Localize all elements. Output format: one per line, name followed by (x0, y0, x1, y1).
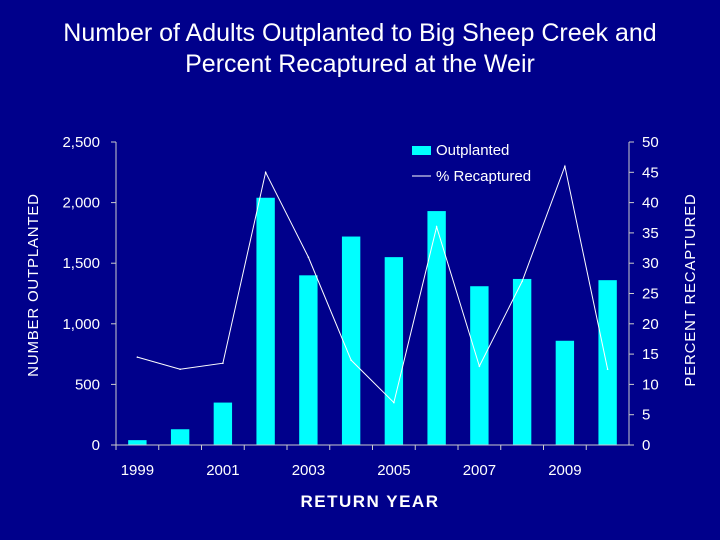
x-tick-label: 2009 (548, 462, 581, 479)
point-recaptured (393, 401, 395, 404)
point-recaptured (564, 165, 566, 168)
right-axis-ticks: 0 5 10 15 20 25 30 35 40 45 50 (629, 134, 659, 454)
bar-outplanted (213, 402, 233, 445)
x-tick-label: 2007 (463, 462, 496, 479)
line-series (136, 164, 609, 404)
chart-title-line-2: Percent Recaptured at the Weir (185, 50, 535, 78)
point-recaptured (136, 356, 139, 358)
x-tick-label: 1999 (121, 462, 154, 479)
right-tick-label: 0 (642, 437, 650, 454)
right-tick-label: 20 (642, 316, 659, 333)
left-tick-label: 1,500 (62, 255, 100, 272)
left-tick-label: 2,000 (62, 195, 100, 212)
legend-swatch-outplanted (412, 146, 431, 155)
line-recaptured (137, 164, 609, 404)
bar-outplanted (427, 211, 446, 445)
bar-outplanted (512, 278, 532, 445)
left-tick-label: 2,500 (62, 134, 100, 151)
right-tick-label: 45 (642, 164, 659, 181)
point-recaptured (435, 226, 438, 228)
right-tick-label: 25 (642, 286, 659, 303)
bar-outplanted (128, 440, 147, 445)
x-tick-label: 2005 (377, 462, 410, 479)
left-tick-label: 1,000 (62, 316, 100, 333)
right-tick-label: 5 (642, 407, 650, 424)
left-axis-ticks: 0 500 1,000 1,500 2,000 2,500 (62, 134, 116, 454)
bar-outplanted (256, 197, 275, 445)
point-recaptured (606, 368, 609, 371)
point-recaptured (264, 171, 267, 174)
right-tick-label: 50 (642, 134, 659, 151)
bar-outplanted (598, 280, 617, 445)
point-recaptured (307, 256, 310, 258)
bar-outplanted (555, 340, 575, 445)
right-tick-label: 40 (642, 195, 659, 212)
point-recaptured (478, 365, 481, 368)
x-axis-ticks: 1999 2001 2003 2005 2007 2009 (115, 445, 587, 479)
bar-outplanted (299, 275, 318, 445)
x-tick-label: 2001 (206, 462, 239, 479)
left-tick-label: 0 (92, 437, 100, 454)
bar-series (128, 197, 617, 445)
chart-title: Number of Adults Outplanted to Big Sheep… (0, 18, 720, 80)
point-recaptured (521, 280, 523, 283)
right-axis-title: PERCENT RECAPTURED (682, 193, 699, 386)
left-axis-title: NUMBER OUTPLANTED (25, 193, 42, 377)
legend: Outplanted % Recaptured (412, 142, 531, 185)
left-tick-label: 500 (75, 376, 100, 393)
right-tick-label: 15 (642, 346, 659, 363)
legend-label-outplanted: Outplanted (436, 142, 509, 159)
point-recaptured (350, 359, 352, 361)
bar-outplanted (384, 257, 404, 445)
right-tick-label: 35 (642, 225, 659, 242)
bar-outplanted (341, 236, 361, 445)
x-axis-title: RETURN YEAR (301, 492, 440, 511)
right-tick-label: 10 (642, 376, 659, 393)
legend-label-recaptured: % Recaptured (436, 168, 531, 185)
bar-outplanted (170, 429, 190, 445)
point-recaptured (222, 362, 224, 364)
chart-title-line-1: Number of Adults Outplanted to Big Sheep… (63, 19, 657, 47)
point-recaptured (179, 368, 181, 371)
x-tick-label: 2003 (292, 462, 325, 479)
right-tick-label: 30 (642, 255, 659, 272)
